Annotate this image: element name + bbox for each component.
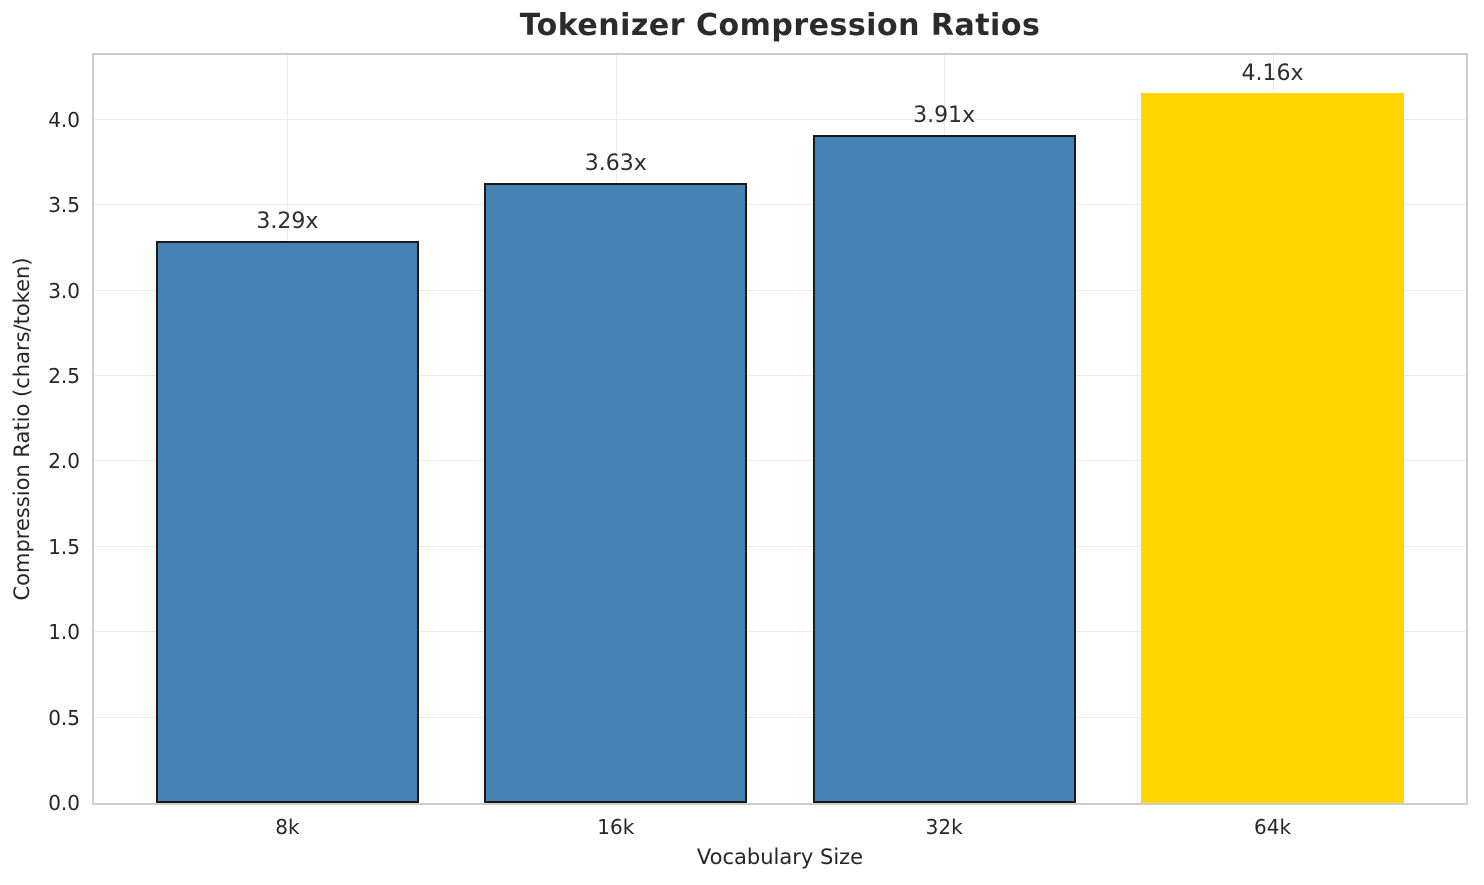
bar-8k [155, 241, 420, 803]
y-tick-label: 0.5 [48, 705, 80, 730]
y-tick-label: 3.0 [48, 278, 80, 303]
horizontal-gridline [94, 289, 1466, 291]
x-tick-label: 16k [597, 815, 635, 839]
y-tick-label: 1.0 [48, 620, 80, 645]
horizontal-gridline [94, 460, 1466, 462]
x-tick-label: 32k [925, 815, 963, 839]
bar-value-label: 3.29x [256, 209, 319, 235]
bar-32k [812, 135, 1076, 803]
horizontal-gridline [94, 204, 1466, 206]
plot-area: 3.29x 3.63x 3.91x 4.16x 0.0 0.5 1.0 1.5 2.0 2.5 3.… [48, 53, 1468, 837]
chart-title: Tokenizer Compression Ratios [519, 8, 1041, 43]
bar-value-label: 3.63x [584, 151, 647, 177]
y-tick-label: 4.0 [48, 107, 80, 132]
y-tick-label: 1.5 [48, 534, 80, 559]
horizontal-gridline [94, 375, 1466, 377]
horizontal-gridline [94, 716, 1466, 718]
x-tick-label: 64k [1254, 815, 1292, 839]
horizontal-gridline [94, 118, 1466, 120]
y-tick-label: 2.5 [48, 364, 80, 389]
y-tick-label: 0.0 [48, 791, 80, 815]
y-tick-label: 2.0 [48, 449, 80, 474]
bar-16k [484, 183, 748, 803]
horizontal-gridline [94, 631, 1466, 633]
bar-64k [1140, 92, 1405, 803]
x-axis-label: Vocabulary Size [696, 845, 864, 869]
y-axis-label: Compression Ratio (chars/token) [10, 257, 34, 601]
bar-value-label: 4.16x [1241, 60, 1304, 86]
horizontal-gridline [94, 545, 1466, 547]
x-tick-label: 8k [275, 815, 300, 839]
bar-value-label: 3.91x [913, 103, 976, 129]
y-tick-label: 3.5 [48, 193, 80, 218]
